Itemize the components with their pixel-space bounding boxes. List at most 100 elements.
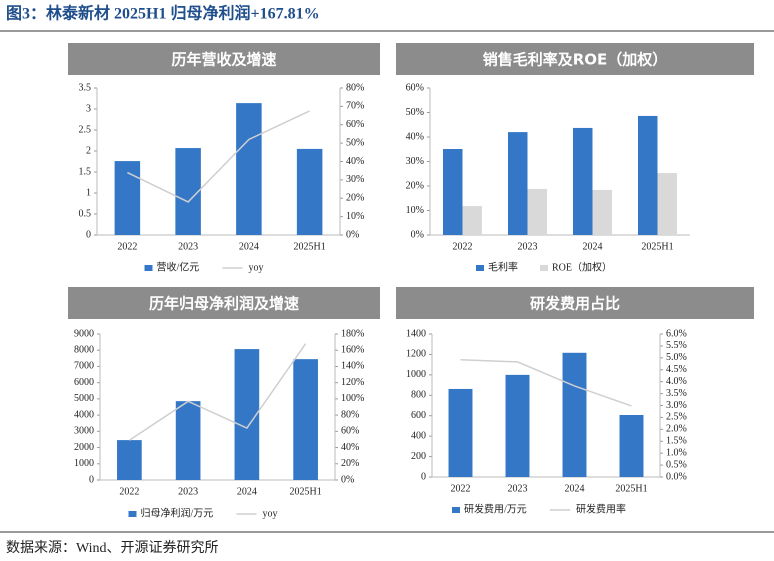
panel-title: 研发费用占比 <box>530 295 620 313</box>
bar <box>443 149 463 235</box>
bar <box>175 148 201 235</box>
bar <box>638 115 658 235</box>
figure-title: 图3：林泰新材 2025H1 归母净利润+167.81% <box>6 4 320 23</box>
y2-tick-label: 120% <box>341 377 364 388</box>
y-tick-label: 800 <box>411 390 426 401</box>
legend-swatch <box>476 265 484 271</box>
y2-tick-label: 2.0% <box>666 424 687 435</box>
y-tick-label: 7000 <box>74 361 94 372</box>
y2-tick-label: 0.5% <box>666 459 687 470</box>
y-tick-label: 20% <box>406 180 424 191</box>
y-tick-label: 0.5 <box>79 208 92 219</box>
y-tick-label: 0 <box>421 471 426 482</box>
x-tick-label: 2022 <box>119 486 139 497</box>
y2-tick-label: 80% <box>341 409 359 420</box>
y-tick-label: 1.5 <box>79 166 92 177</box>
y2-tick-label: 3.0% <box>666 400 687 411</box>
y-tick-label: 3000 <box>74 426 94 437</box>
legend-swatch <box>452 507 460 513</box>
y2-tick-label: 6.0% <box>666 328 687 339</box>
bar <box>657 173 677 235</box>
x-tick-label: 2022 <box>117 241 137 252</box>
legend-swatch <box>540 265 548 271</box>
y-tick-label: 6000 <box>74 377 94 388</box>
y2-tick-label: 2.5% <box>666 412 687 423</box>
legend-label: 营收/亿元 <box>157 260 200 273</box>
y2-tick-label: 4.5% <box>666 364 687 375</box>
bar <box>114 161 141 235</box>
y-tick-label: 1000 <box>74 458 94 469</box>
y-tick-label: 9000 <box>74 328 94 339</box>
y2-tick-label: 1.5% <box>666 436 687 447</box>
legend-label: ROE（加权） <box>552 260 612 273</box>
x-tick-label: 2023 <box>518 241 538 252</box>
y2-tick-label: 160% <box>341 345 364 356</box>
y2-tick-label: 5.5% <box>666 340 687 351</box>
y2-tick-label: 0.0% <box>666 471 687 482</box>
bar <box>505 374 530 477</box>
y2-tick-label: 180% <box>341 328 364 339</box>
x-tick-label: 2024 <box>583 241 603 252</box>
bar <box>592 189 612 235</box>
line <box>460 358 632 407</box>
x-tick-label: 2022 <box>453 241 473 252</box>
x-tick-label: 2025H1 <box>290 486 322 497</box>
panel-title-box <box>396 287 754 319</box>
y2-tick-label: 5.0% <box>666 352 687 363</box>
panel-title: 历年归母净利润及增速 <box>149 295 299 313</box>
source: 数据来源：Wind、开源证券研究所 <box>6 540 219 556</box>
x-tick-label: 2023 <box>508 483 528 494</box>
y2-tick-label: 60% <box>341 426 359 437</box>
y-tick-label: 600 <box>411 410 426 421</box>
y-tick-label: 200 <box>411 451 426 462</box>
y2-tick-label: 0% <box>341 474 354 485</box>
x-tick-label: 2023 <box>178 241 198 252</box>
legend-label: yoy <box>263 508 278 519</box>
bar <box>296 148 323 235</box>
x-tick-label: 2025H1 <box>641 241 673 252</box>
line <box>127 110 310 203</box>
bar <box>236 103 262 236</box>
y2-tick-label: 80% <box>346 82 364 93</box>
bar <box>527 188 547 235</box>
panel-title-box <box>68 287 380 319</box>
y2-tick-label: 1.0% <box>666 447 687 458</box>
y2-tick-label: 40% <box>341 442 359 453</box>
y-tick-label: 30% <box>406 156 424 167</box>
y-tick-label: 0 <box>86 229 91 240</box>
bar <box>234 349 260 480</box>
y-tick-label: 2000 <box>74 442 94 453</box>
y-tick-label: 1000 <box>406 369 426 380</box>
bar <box>508 132 528 235</box>
y2-tick-label: 40% <box>346 156 364 167</box>
x-tick-label: 2025H1 <box>615 483 647 494</box>
y2-tick-label: 100% <box>341 393 364 404</box>
legend-label: 研发费用/万元 <box>464 502 527 515</box>
legend-swatch <box>128 511 137 517</box>
legend-label: 毛利率 <box>488 260 518 273</box>
y-tick-label: 2.5 <box>79 124 92 135</box>
y-tick-label: 10% <box>406 205 424 216</box>
panel-title: 销售毛利率及ROE（加权） <box>483 51 668 69</box>
bar <box>573 127 593 235</box>
y-tick-label: 40% <box>406 131 424 142</box>
y2-tick-label: 60% <box>346 119 364 130</box>
y-tick-label: 0 <box>89 474 94 485</box>
y-tick-label: 3.5 <box>79 82 92 93</box>
bar <box>448 388 473 477</box>
y2-tick-label: 20% <box>341 458 359 469</box>
y-tick-label: 4000 <box>74 409 94 420</box>
y2-tick-label: 70% <box>346 101 364 112</box>
line <box>128 343 307 441</box>
bar <box>117 440 142 480</box>
y2-tick-label: 140% <box>341 361 364 372</box>
x-tick-label: 2022 <box>451 483 471 494</box>
y2-tick-label: 10% <box>346 211 364 222</box>
y-tick-label: 3 <box>86 103 91 114</box>
bar <box>462 206 482 235</box>
bar <box>562 352 587 477</box>
panel-title: 历年营收及增速 <box>171 51 276 69</box>
y-tick-label: 400 <box>411 430 426 441</box>
y-tick-label: 60% <box>406 82 424 93</box>
